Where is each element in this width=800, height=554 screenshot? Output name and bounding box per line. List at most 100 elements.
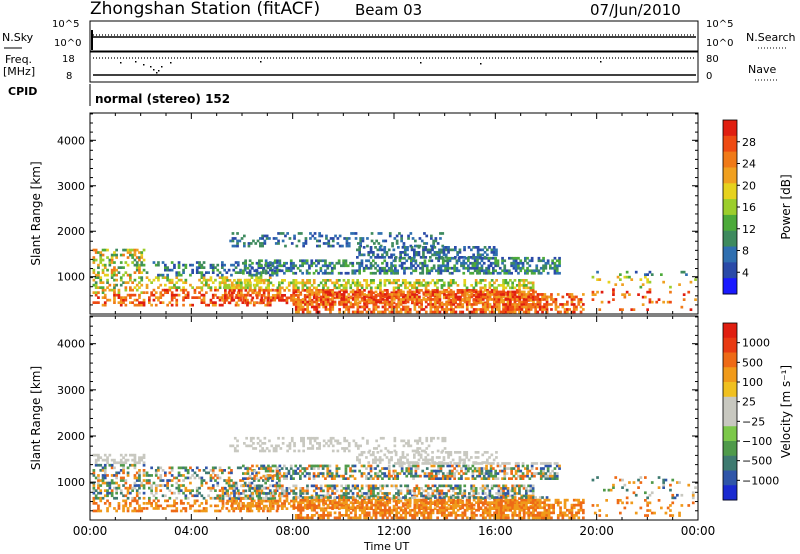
power-cell [476,261,479,265]
power-cell [441,256,445,260]
power-cell [324,295,328,299]
velocity-cell [489,462,493,465]
power-cell [345,239,349,243]
velocity-cell [205,502,208,505]
power-cell [374,294,378,297]
power-cell [462,271,466,275]
power-cell [299,281,302,285]
velocity-cell [138,491,141,495]
power-cell [94,301,98,304]
power-cell [556,293,560,296]
velocity-cell [186,496,190,500]
power-cell [424,286,428,290]
power-cell [376,286,380,290]
x-tick-label: 00:00 [73,524,108,538]
velocity-cell [157,504,160,508]
power-cell [444,266,447,270]
velocity-cell [353,477,357,480]
power-cell [446,266,450,270]
velocity-cell [312,464,316,468]
velocity-cell [154,486,158,490]
power-cell [424,293,428,296]
power-cell [531,303,535,306]
velocity-cell [142,469,146,472]
power-cell [218,283,222,287]
velocity-cell [184,507,188,510]
velocity-cell [119,463,123,467]
velocity-cell [214,504,217,508]
power-cell [431,253,434,257]
power-cell [166,268,169,272]
velocity-cell [305,467,309,470]
power-cell [415,253,418,257]
velocity-cell [435,474,438,478]
velocity-cell [451,472,454,475]
velocity-cell [344,492,348,495]
velocity-cell [186,489,190,492]
power-cell [265,286,268,290]
power-cell [110,276,114,279]
power-cell [392,253,396,257]
velocity-cell [131,463,134,467]
power-cell [538,293,542,296]
velocity-cell [299,474,302,478]
power-cell [326,295,330,299]
velocity-cell [260,484,264,488]
velocity-cell [209,469,213,472]
power-cell [509,303,512,306]
velocity-cell [296,467,300,470]
velocity-cell [135,491,139,495]
power-cell [133,258,137,262]
velocity-cell [457,472,461,475]
power-cell [267,284,270,287]
power-cell [495,289,498,292]
power-cell [388,300,392,304]
power-cell [186,291,190,294]
velocity-cell [511,489,514,493]
power-cell [369,281,373,285]
power-cell [211,301,215,304]
power-cell [388,305,392,309]
power-cell [526,266,529,270]
velocity-cell [209,479,213,482]
power-cell [233,289,236,292]
velocity-cell [504,484,508,488]
velocity-cell [161,507,165,510]
power-cell [494,261,497,265]
power-cell [570,295,574,299]
power-cell [268,268,272,272]
power-cell [267,281,270,285]
velocity-cell [414,469,418,473]
power-cell [473,259,477,263]
velocity-cell [195,474,199,477]
velocity-cell [184,466,188,470]
velocity-cell [347,484,350,488]
power-cell [481,301,485,305]
velocity-cell [119,469,123,472]
power-cell [396,271,399,275]
nave-point [143,64,145,66]
power-cell [495,251,498,254]
power-cell [265,289,268,292]
power-cell [157,263,160,267]
power-cell [361,305,364,309]
power-cell [479,301,483,305]
power-cell [331,300,335,304]
velocity-cell [175,476,179,480]
velocity-cell [456,494,460,498]
velocity-cell [108,502,112,505]
velocity-cell [225,494,229,498]
power-cell [202,293,206,297]
power-cell [630,278,634,281]
power-cell [407,234,410,238]
power-cell [240,294,243,297]
power-cell [417,284,421,287]
power-cell [359,237,362,240]
power-cell [294,310,298,314]
velocity-cell [276,502,280,505]
power-cell [366,244,369,248]
power-cell [224,294,227,297]
power-cell [536,300,540,304]
power-cell [383,279,387,282]
velocity-cell [124,479,128,482]
